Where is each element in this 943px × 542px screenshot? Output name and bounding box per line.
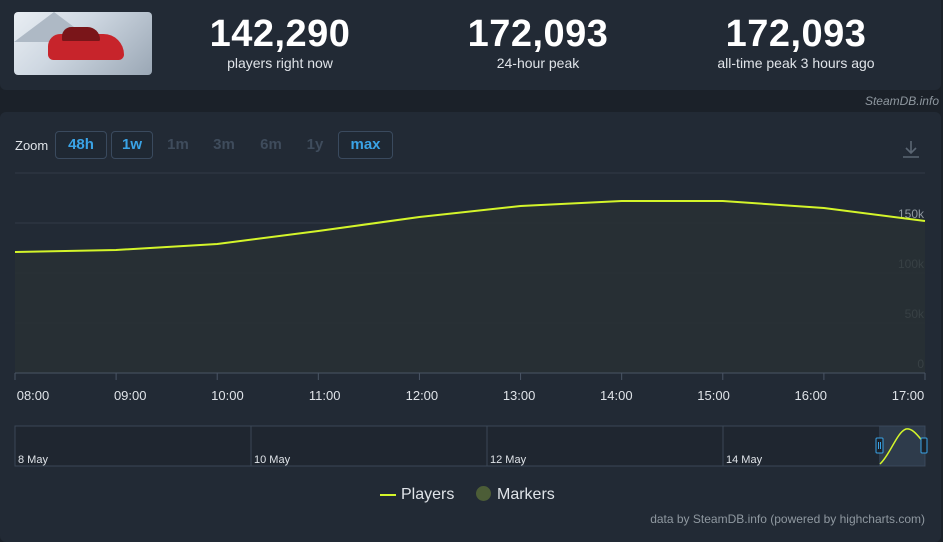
highcharts-credit[interactable]: data by SteamDB.info (powered by highcha… xyxy=(650,512,925,526)
all-time-peak-stat: 172,093 all-time peak 3 hours ago xyxy=(676,12,916,71)
current-players-value: 142,290 xyxy=(209,13,351,55)
zoom-1w-button[interactable]: 1w xyxy=(111,131,153,159)
zoom-1y-button[interactable]: 1y xyxy=(306,136,324,153)
game-capsule-image[interactable] xyxy=(14,12,152,75)
all-time-peak-value: 172,093 xyxy=(725,13,867,55)
zoom-1m-button[interactable]: 1m xyxy=(167,136,189,153)
players-legend-swatch xyxy=(380,493,396,496)
markers-legend-label: Markers xyxy=(497,486,555,503)
peak-24h-stat: 172,093 24-hour peak xyxy=(438,12,638,71)
current-players-stat: 142,290 players right now xyxy=(180,12,380,71)
zoom-48h-button[interactable]: 48h xyxy=(55,131,107,159)
zoom-6m-button[interactable]: 6m xyxy=(260,136,282,153)
stats-header: 142,290 players right now 172,093 24-hou… xyxy=(0,0,941,90)
zoom-label: Zoom xyxy=(15,138,49,153)
legend-item-players[interactable]: Players xyxy=(380,486,454,504)
players-legend-label: Players xyxy=(401,486,455,503)
zoom-max-button[interactable]: max xyxy=(338,131,393,159)
peak-24h-label: 24-hour peak xyxy=(496,55,580,71)
chart-panel xyxy=(0,112,941,542)
zoom-3m-button[interactable]: 3m xyxy=(213,136,235,153)
all-time-peak-label: all-time peak 3 hours ago xyxy=(717,55,875,71)
markers-legend-swatch xyxy=(476,486,491,501)
legend-item-markers[interactable]: Markers xyxy=(476,486,555,504)
steamdb-credit[interactable]: SteamDB.info xyxy=(864,94,939,108)
download-icon[interactable] xyxy=(900,138,922,160)
peak-24h-value: 172,093 xyxy=(467,13,609,55)
current-players-label: players right now xyxy=(227,55,333,71)
